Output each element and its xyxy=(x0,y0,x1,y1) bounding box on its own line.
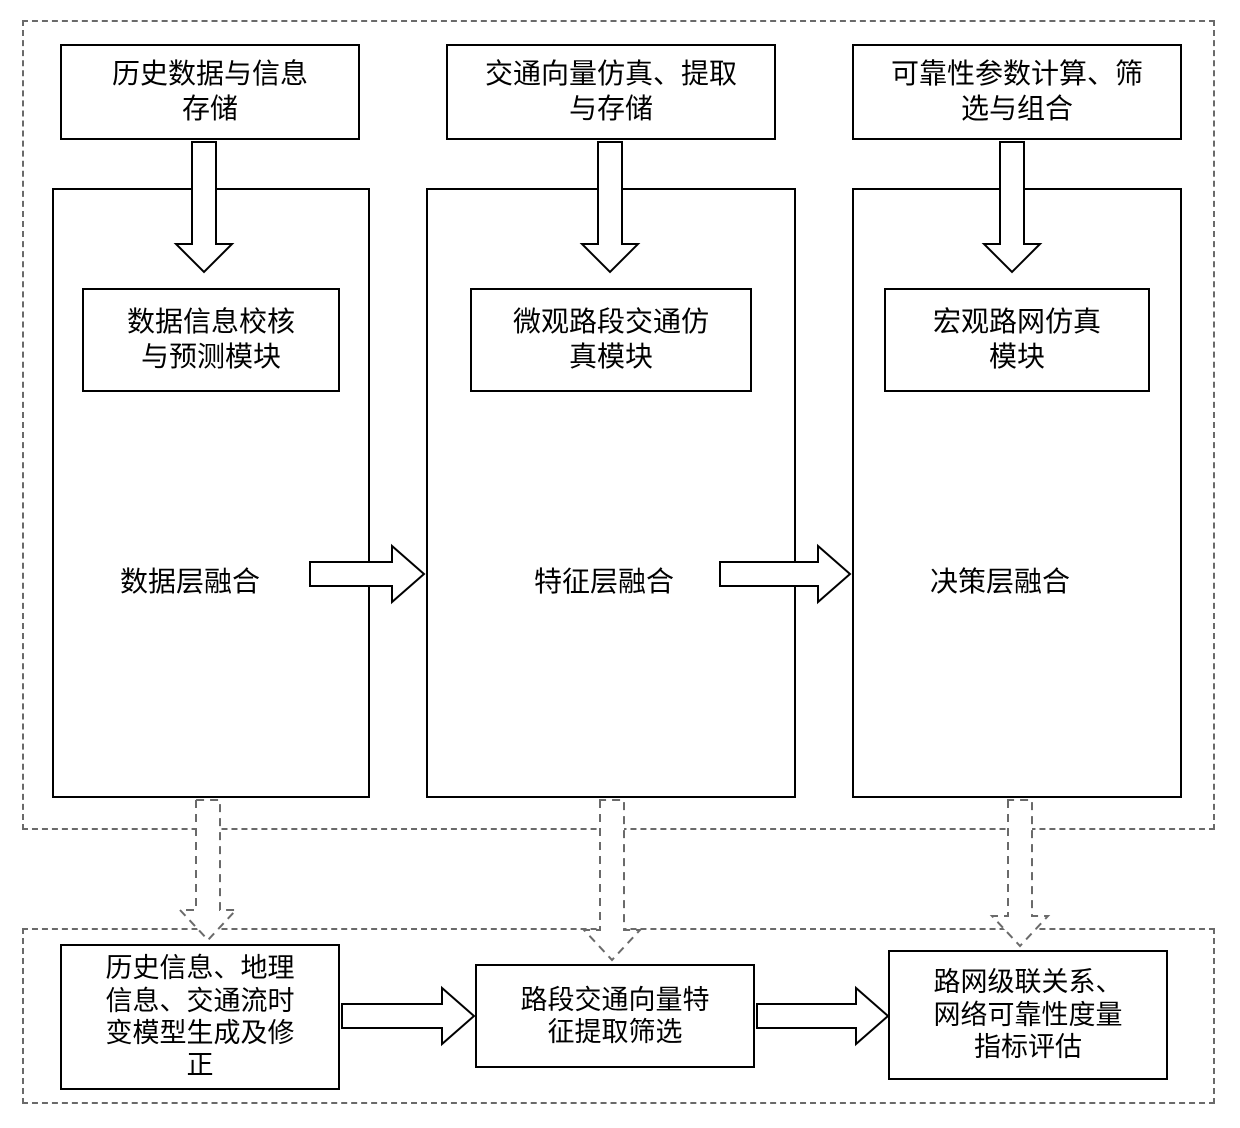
column-right xyxy=(852,188,1182,798)
column-center xyxy=(426,188,796,798)
bottom-box-right: 路网级联关系、 网络可靠性度量 指标评估 xyxy=(888,950,1168,1080)
fusion-label-left: 数据层融合 xyxy=(120,560,260,600)
fusion-label-center: 特征层融合 xyxy=(534,560,674,600)
column-left xyxy=(52,188,370,798)
top-box-right: 可靠性参数计算、筛 选与组合 xyxy=(852,44,1182,140)
module-box-center: 微观路段交通仿 真模块 xyxy=(470,288,752,392)
top-box-center: 交通向量仿真、提取 与存储 xyxy=(446,44,776,140)
top-box-left: 历史数据与信息 存储 xyxy=(60,44,360,140)
bottom-box-left: 历史信息、地理 信息、交通流时 变模型生成及修 正 xyxy=(60,944,340,1090)
fusion-label-right: 决策层融合 xyxy=(930,560,1070,600)
module-box-right: 宏观路网仿真 模块 xyxy=(884,288,1150,392)
module-box-left: 数据信息校核 与预测模块 xyxy=(82,288,340,392)
bottom-box-center: 路段交通向量特 征提取筛选 xyxy=(475,964,755,1068)
